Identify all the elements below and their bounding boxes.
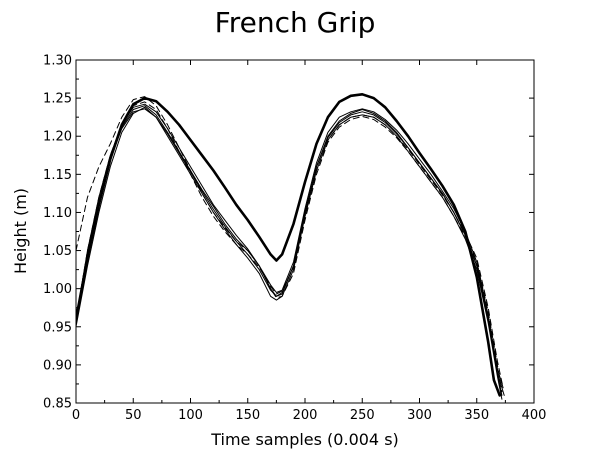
x-axis: 0 50 100 150 200 250 300 350 400	[72, 60, 547, 423]
x-axis-label: Time samples (0.004 s)	[210, 430, 399, 449]
series-line	[76, 105, 503, 396]
x-tick-label: 250	[350, 408, 375, 423]
y-tick-label: 0.85	[43, 397, 72, 412]
x-tick-label: 300	[407, 408, 432, 423]
x-tick-label: 350	[464, 408, 489, 423]
x-tick-label: 50	[125, 408, 142, 423]
y-tick-label: 1.30	[43, 54, 72, 69]
y-tick-label: 1.20	[43, 130, 72, 145]
series-line	[76, 106, 503, 400]
series-line	[76, 101, 504, 389]
x-tick-label: 0	[72, 408, 80, 423]
y-tick-label: 1.25	[43, 92, 72, 107]
y-tick-label: 0.90	[43, 358, 72, 373]
x-tick-label: 100	[178, 408, 203, 423]
y-axis: 0.85 0.90 0.95 1.00 1.05 1.10 1.15 1.20 1.25 1.30	[43, 54, 534, 412]
chart-title: French Grip	[215, 6, 376, 39]
series-line	[76, 96, 503, 393]
y-tick-label: 0.95	[43, 320, 72, 335]
series-line	[76, 103, 504, 389]
series-layer	[76, 93, 505, 400]
mean-series-line	[76, 93, 502, 397]
series-line	[76, 108, 505, 396]
y-tick-label: 1.10	[43, 206, 72, 221]
y-axis-label: Height (m)	[11, 188, 30, 274]
x-tick-label: 400	[522, 408, 547, 423]
y-tick-label: 1.00	[43, 282, 72, 297]
x-tick-label: 150	[235, 408, 260, 423]
y-tick-label: 1.15	[43, 168, 72, 183]
x-tick-label: 200	[293, 408, 318, 423]
y-tick-label: 1.05	[43, 244, 72, 259]
